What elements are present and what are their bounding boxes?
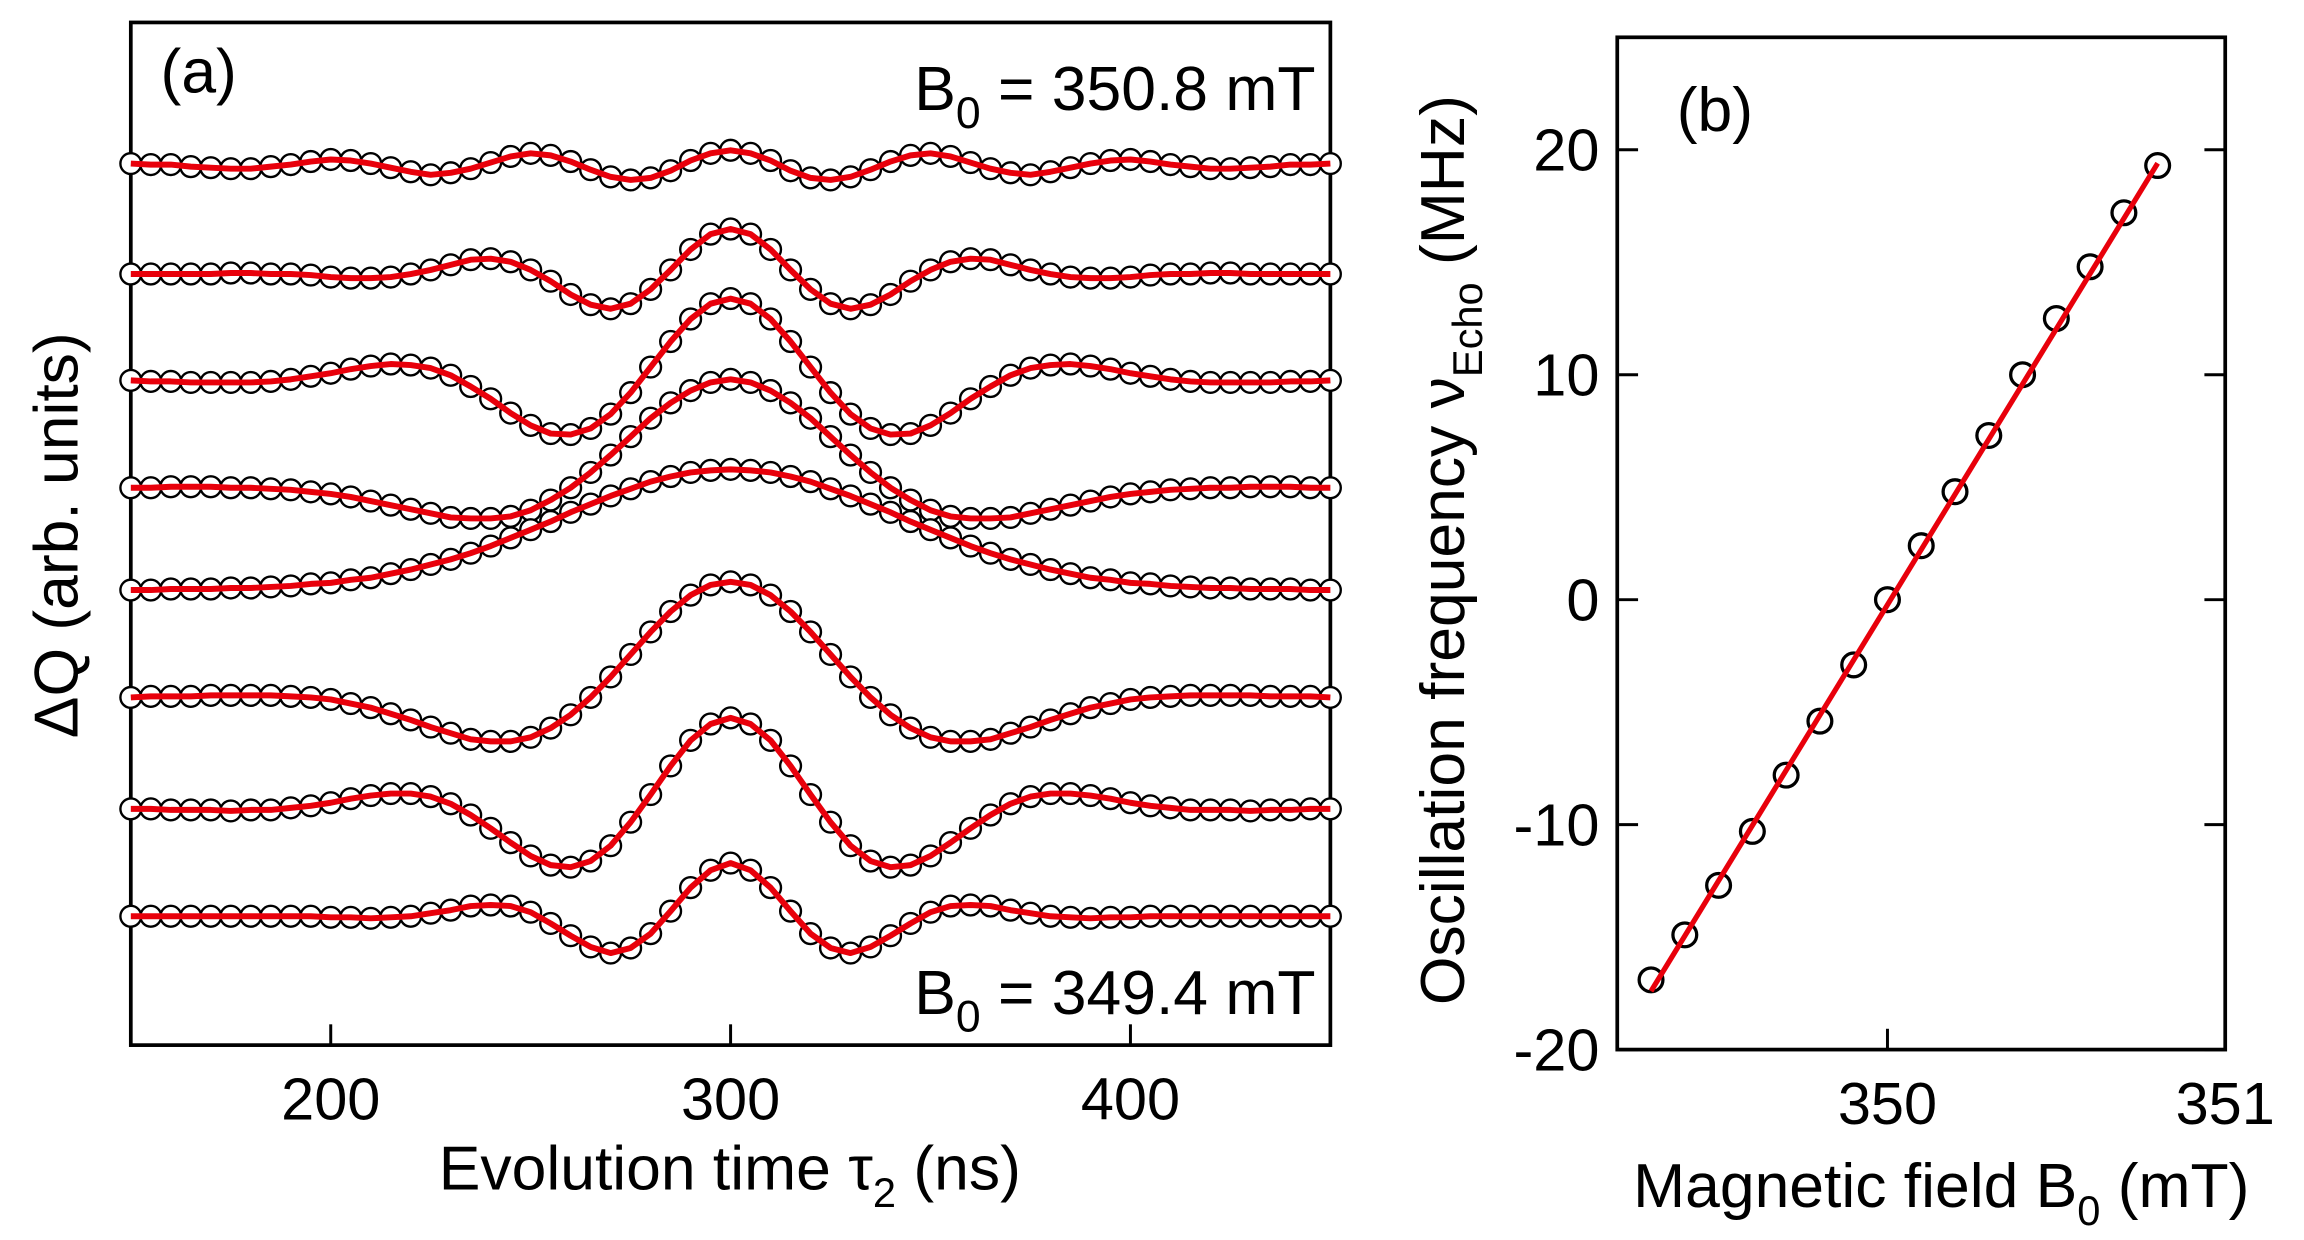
axis-label-text: (MHz)	[1408, 95, 1478, 282]
fit-line	[130, 376, 1331, 522]
data-point	[1840, 651, 1868, 679]
data-point	[2110, 199, 2138, 227]
data-point	[1907, 532, 1935, 560]
data-point	[1873, 586, 1901, 614]
fit-line	[130, 466, 1331, 594]
axis-label-sub: Echo	[1444, 282, 1491, 377]
panel-label: (b)	[1677, 75, 1753, 145]
x-axis-label: Magnetic field B0 (mT)	[1633, 1151, 2249, 1234]
axis-label-text: Oscillation frequency ν	[1408, 377, 1478, 1005]
fit-line	[130, 578, 1331, 745]
data-point	[1975, 421, 2003, 449]
panel-label: (a)	[161, 36, 237, 106]
y-tick-label: -10	[1514, 791, 1600, 858]
axis-label-text: (mT)	[2100, 1151, 2249, 1221]
data-point	[1772, 761, 1800, 789]
x-tick-label: 350	[1838, 1070, 1937, 1137]
x-tick-label: 300	[681, 1065, 780, 1132]
fit-line	[130, 226, 1331, 312]
annotation: B0 = 350.8 mT	[914, 54, 1315, 138]
axis-label-text: Evolution time τ	[439, 1133, 873, 1203]
annotation-text: = 350.8 mT	[981, 54, 1316, 124]
axis-label-text: (ns)	[896, 1133, 1021, 1203]
data-point	[1941, 478, 1969, 506]
y-tick-label: 20	[1533, 117, 1599, 184]
fit-line	[1648, 161, 2160, 993]
marks: 200 300 400 350 351 -20 -10 0 10 20	[119, 117, 2275, 1137]
y-tick-label: 0	[1566, 566, 1599, 633]
axis-label-sub: 2	[873, 1169, 896, 1216]
x-axis-label: Evolution time τ2 (ns)	[439, 1133, 1021, 1216]
data-point	[1738, 817, 1766, 845]
fit-line	[130, 147, 1331, 183]
x-tick-label: 200	[281, 1065, 380, 1132]
y-axis-label: ΔQ (arb. units)	[21, 332, 91, 738]
data-point	[1671, 921, 1699, 949]
y-tick-label: -20	[1514, 1016, 1600, 1083]
annotation: B0 = 349.4 mT	[914, 958, 1315, 1042]
y-tick-label: 10	[1533, 342, 1599, 409]
fit-line	[130, 860, 1331, 957]
annotation-sub: 0	[956, 89, 981, 138]
plot-frame-b	[1615, 35, 2228, 1052]
x-tick-label: 351	[2176, 1070, 2275, 1137]
annotation-text: = 349.4 mT	[981, 958, 1316, 1028]
fit-line	[130, 714, 1331, 871]
annotation-text: B	[914, 54, 956, 124]
fit-line	[130, 295, 1331, 438]
axis-label-text: Magnetic field B	[1633, 1151, 2077, 1221]
annotation-sub: 0	[956, 993, 981, 1042]
axis-label-sub: 0	[2077, 1187, 2100, 1234]
data-point	[2144, 152, 2172, 180]
y-axis-label: Oscillation frequency νEcho (MHz)	[1408, 95, 1491, 1005]
data-point	[1705, 871, 1733, 899]
data-point	[1637, 966, 1665, 994]
plot-frame-a	[128, 20, 1333, 1047]
annotation-text: B	[914, 958, 956, 1028]
data-point	[2076, 253, 2104, 281]
x-tick-label: 400	[1081, 1065, 1180, 1132]
data-point	[1806, 707, 1834, 735]
